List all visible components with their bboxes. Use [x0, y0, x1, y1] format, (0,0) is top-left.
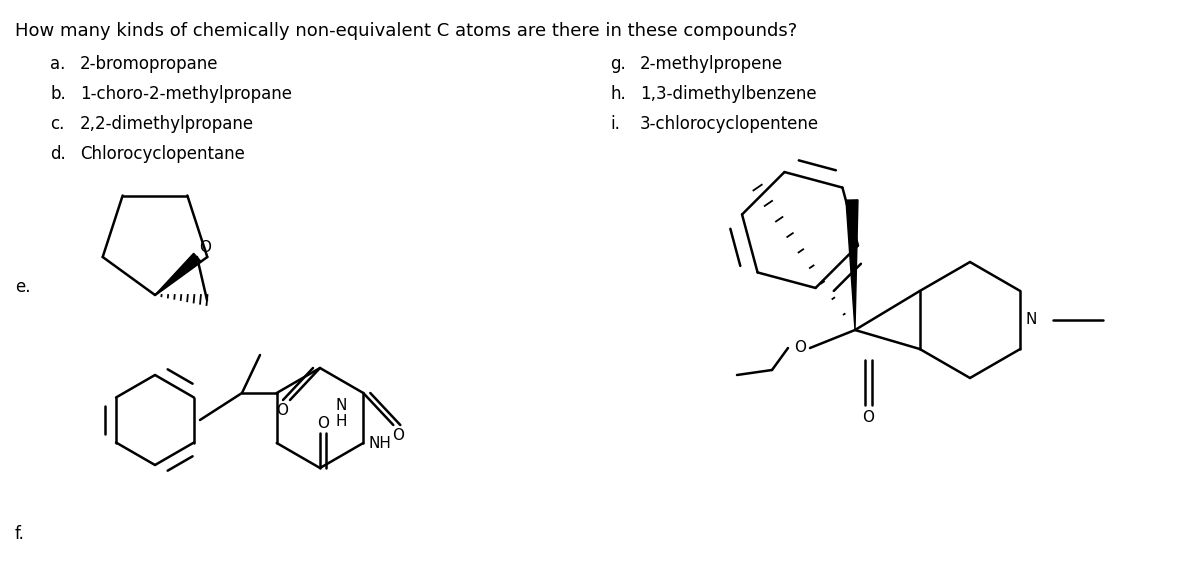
Text: a.: a. [50, 55, 65, 73]
Text: h.: h. [610, 85, 625, 103]
Text: How many kinds of chemically non-equivalent C atoms are there in these compounds: How many kinds of chemically non-equival… [14, 22, 797, 40]
Text: O: O [862, 410, 874, 425]
Text: NH: NH [368, 436, 391, 450]
Text: O: O [392, 428, 404, 443]
Text: N: N [1025, 312, 1037, 328]
Text: f.: f. [14, 525, 25, 543]
Text: O: O [794, 341, 806, 355]
Text: c.: c. [50, 115, 65, 133]
Text: g.: g. [610, 55, 625, 73]
Text: O: O [199, 240, 211, 255]
Text: e.: e. [14, 278, 30, 296]
Text: Chlorocyclopentane: Chlorocyclopentane [80, 145, 245, 163]
Text: O: O [317, 416, 329, 431]
Text: O: O [276, 403, 288, 418]
Text: i.: i. [610, 115, 620, 133]
Text: 2-methylpropene: 2-methylpropene [640, 55, 784, 73]
Text: 2-bromopropane: 2-bromopropane [80, 55, 218, 73]
Polygon shape [155, 253, 200, 295]
Text: 2,2-dimethylpropane: 2,2-dimethylpropane [80, 115, 254, 133]
Text: 1-choro-2-methylpropane: 1-choro-2-methylpropane [80, 85, 292, 103]
Text: d.: d. [50, 145, 66, 163]
Text: b.: b. [50, 85, 66, 103]
Text: N: N [336, 398, 347, 414]
Text: 3-chlorocyclopentene: 3-chlorocyclopentene [640, 115, 820, 133]
Text: 1,3-dimethylbenzene: 1,3-dimethylbenzene [640, 85, 817, 103]
Text: H: H [336, 415, 348, 429]
Polygon shape [846, 200, 858, 330]
